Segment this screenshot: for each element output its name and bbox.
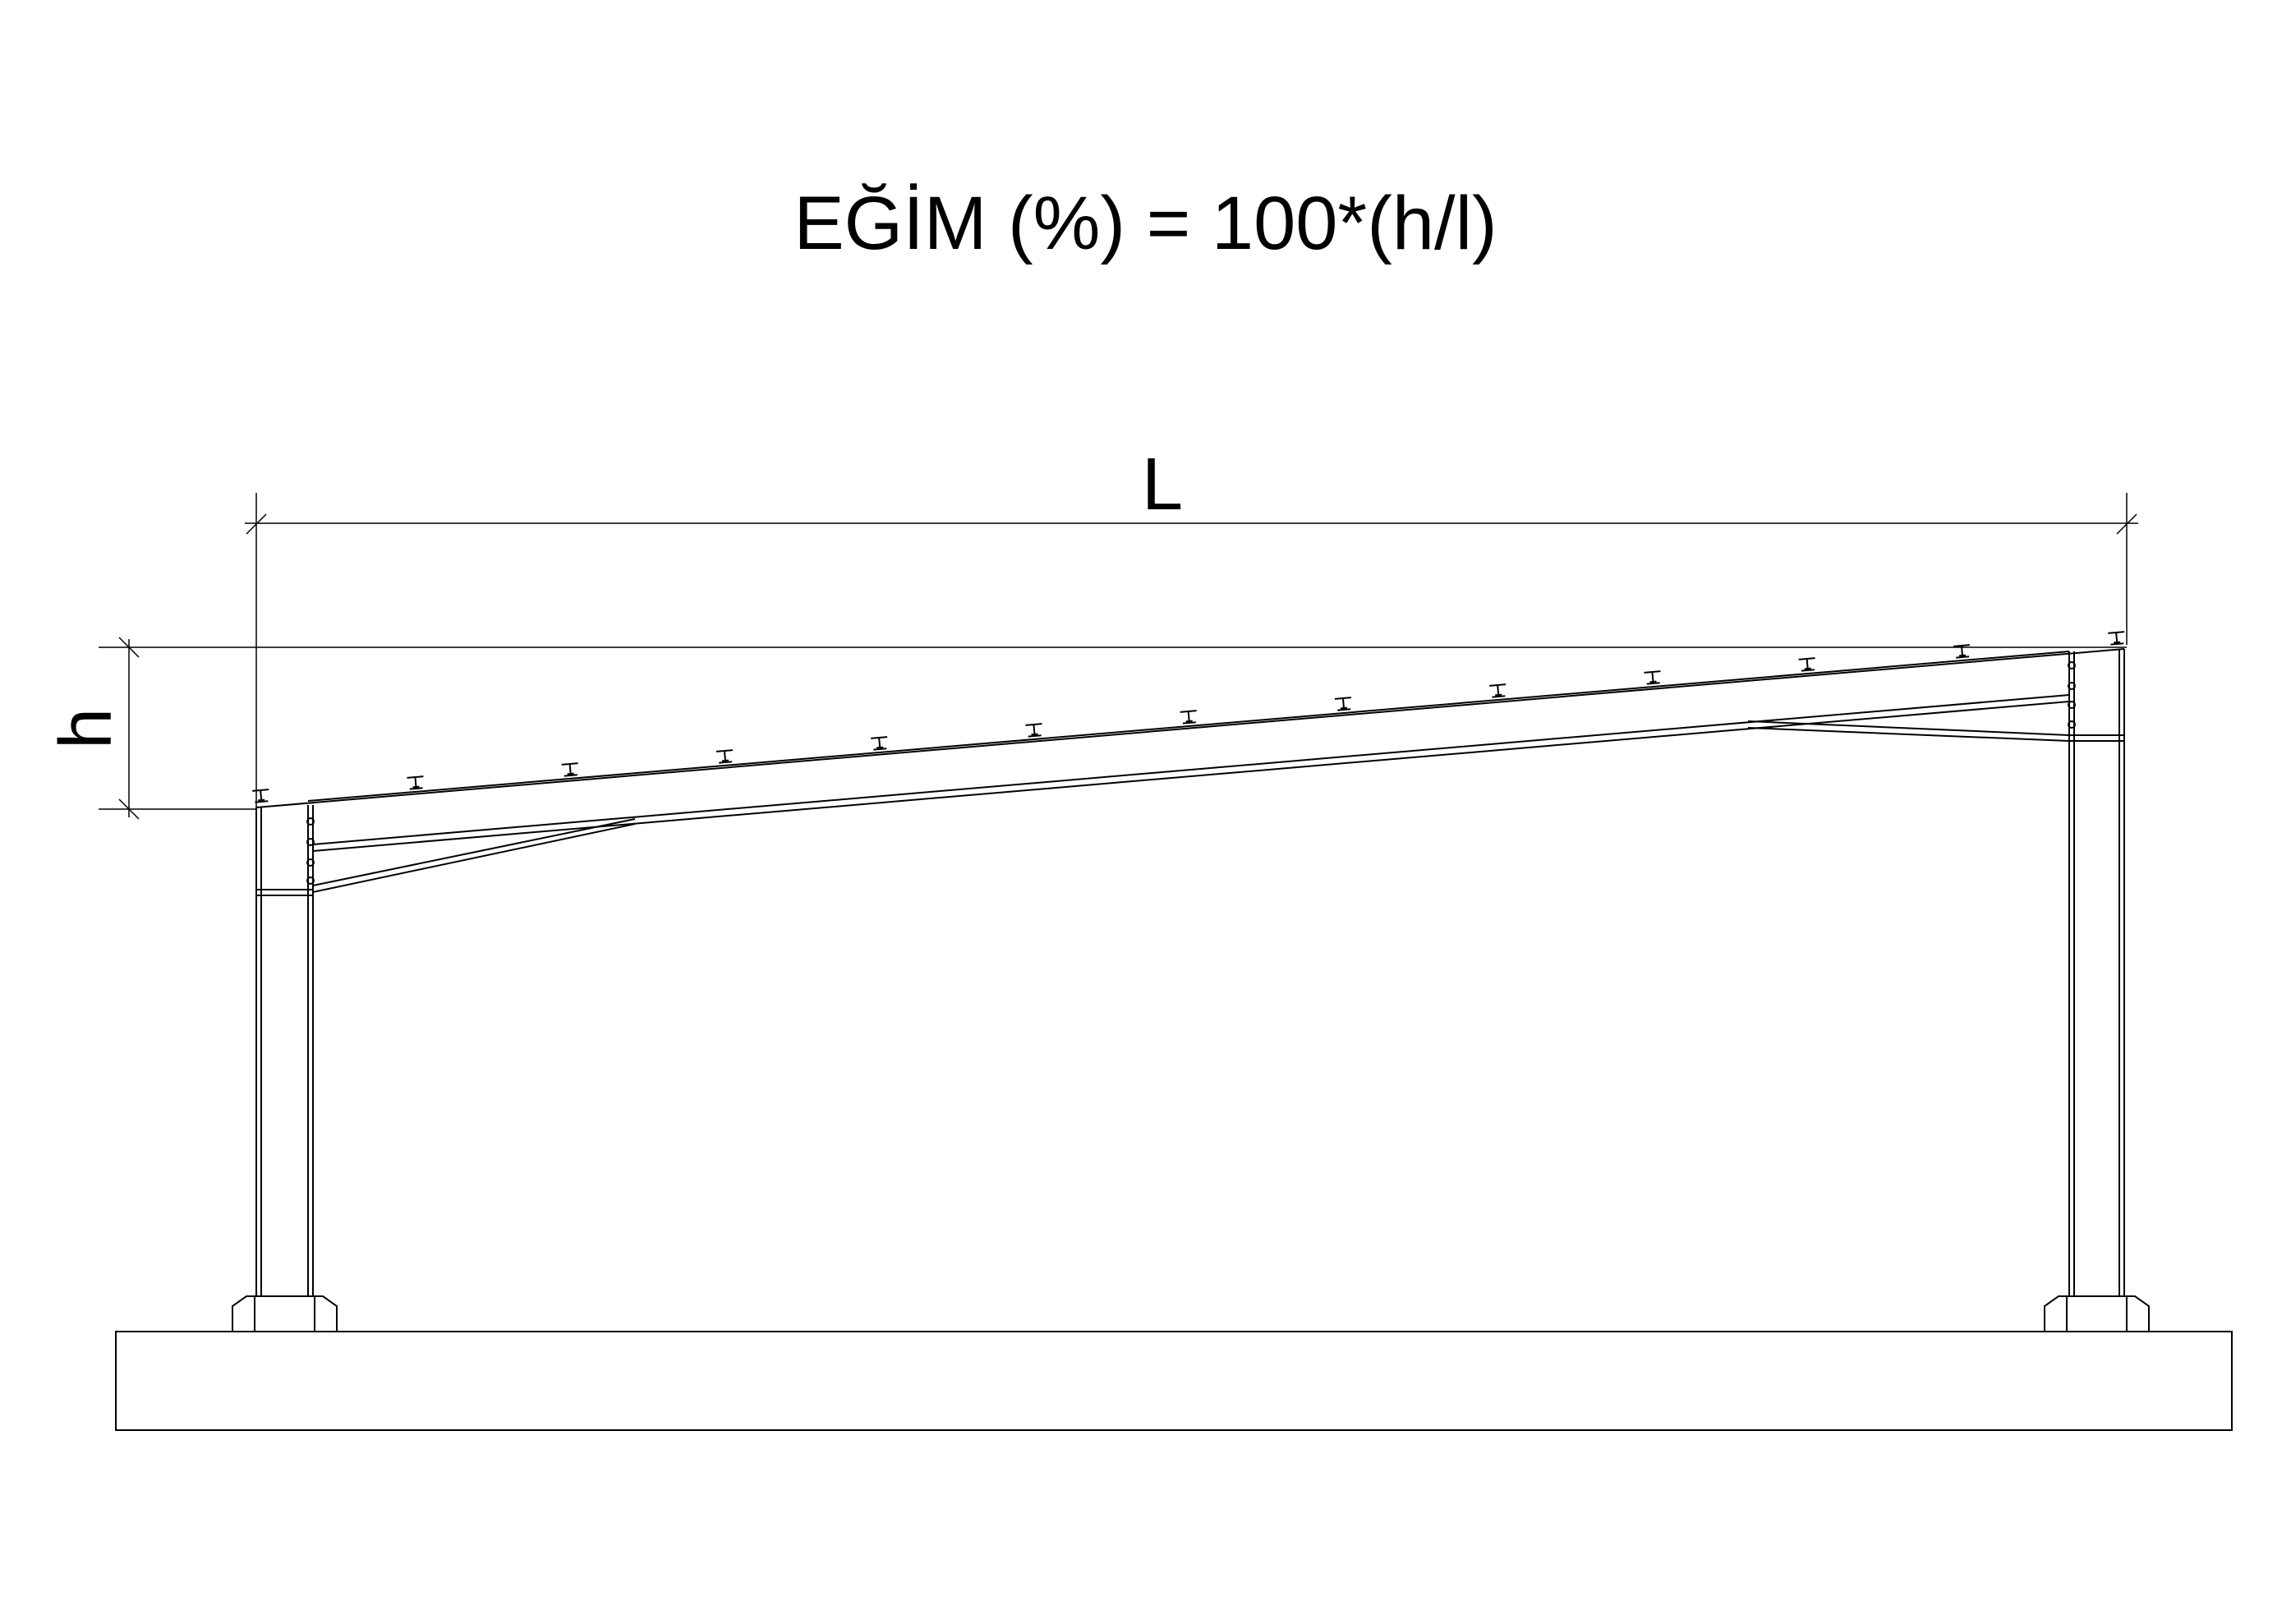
purlin-group — [252, 631, 2125, 803]
left-base-plate — [232, 1295, 338, 1332]
purlin — [1334, 697, 1351, 711]
purlin — [1489, 683, 1507, 698]
purlin — [1025, 723, 1042, 738]
purlin — [1644, 670, 1661, 685]
purlin — [407, 775, 424, 790]
purlin — [715, 749, 733, 764]
purlin — [1798, 657, 1815, 672]
right-haunch — [1747, 720, 2070, 742]
span-dimension — [245, 493, 2138, 807]
purlin — [871, 736, 888, 751]
sloped-rafter — [255, 648, 2125, 852]
right-base-plate — [2044, 1295, 2150, 1332]
purlin — [1180, 710, 1197, 725]
purlin — [561, 762, 578, 777]
left-column — [255, 805, 315, 1296]
left-haunch — [312, 818, 636, 893]
span-label: L — [1142, 444, 1183, 526]
rise-label: h — [45, 708, 127, 749]
rise-dimension — [99, 637, 2127, 820]
purlin — [2108, 631, 2125, 646]
purlin — [252, 789, 269, 803]
foundation-slab — [115, 1331, 2233, 1431]
right-column — [2068, 649, 2125, 1296]
slope-formula-title: EĞİM (%) = 100*(h/l) — [794, 182, 1497, 265]
